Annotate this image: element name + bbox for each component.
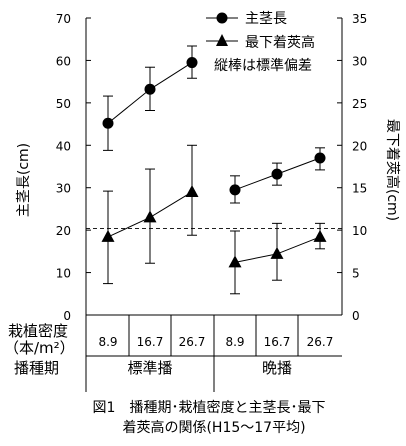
row-header-density: 栽植密度 bbox=[8, 322, 68, 340]
legend-note: 縦棒は標準偏差 bbox=[214, 58, 312, 74]
left-axis-tick-label: 10 bbox=[56, 267, 71, 281]
legend-triangle-marker bbox=[216, 34, 228, 46]
left-axis-tick-label: 60 bbox=[56, 54, 71, 68]
right-axis-tick-label: 0 bbox=[352, 309, 360, 323]
right-axis-tick-label: 20 bbox=[352, 139, 367, 153]
right-axis-tick-label: 5 bbox=[352, 267, 360, 281]
right-axis-tick-label: 25 bbox=[352, 97, 367, 111]
x-category-label: 8.9 bbox=[98, 335, 117, 349]
group-label-standard: 標準播 bbox=[127, 359, 172, 377]
figure-caption-line1: 図1 播種期･栽植密度と主茎長･最下 bbox=[93, 399, 326, 416]
right-axis-tick-label: 30 bbox=[352, 54, 367, 68]
left-axis-tick-label: 50 bbox=[56, 97, 71, 111]
row-header-period: 播種期 bbox=[14, 359, 59, 377]
row-header-density-unit: （本/m²） bbox=[4, 339, 75, 357]
right-axis-tick-label: 15 bbox=[352, 182, 367, 196]
legend-label-pod-height: 最下着莢高 bbox=[245, 34, 315, 51]
data-point-circle bbox=[102, 117, 114, 129]
data-point-circle bbox=[314, 152, 326, 164]
left-axis-tick-label: 20 bbox=[56, 224, 71, 238]
data-point-circle bbox=[144, 83, 156, 95]
data-point-triangle bbox=[143, 210, 157, 223]
left-axis-tick-label: 40 bbox=[56, 139, 71, 153]
ticks-layer: 0 10 20 30 40 50 60 70 0 5 10 15 20 25 30 35 8.9 16.7 26.7… bbox=[56, 12, 368, 349]
x-category-label: 8.9 bbox=[225, 335, 244, 349]
left-axis-tick-label: 0 bbox=[63, 309, 71, 323]
right-axis-tick-label: 10 bbox=[352, 224, 367, 238]
data-point-triangle bbox=[313, 229, 327, 242]
x-category-label: 16.7 bbox=[264, 335, 291, 349]
x-category-label: 26.7 bbox=[179, 335, 206, 349]
series-layer bbox=[101, 45, 327, 295]
data-point-circle bbox=[186, 57, 198, 69]
plot-frame bbox=[85, 18, 343, 392]
data-point-triangle bbox=[270, 246, 284, 259]
legend-circle-marker bbox=[216, 12, 228, 24]
figure-caption-line2: 着莢高の関係(H15～17平均) bbox=[122, 419, 305, 436]
right-axis-tick-label: 35 bbox=[352, 12, 367, 26]
group-label-late: 晩播 bbox=[262, 359, 292, 377]
data-point-triangle bbox=[185, 184, 199, 197]
right-axis-label: 最下着莢高(cm) bbox=[384, 119, 401, 221]
x-category-label: 16.7 bbox=[137, 335, 164, 349]
data-point-triangle bbox=[101, 229, 115, 242]
data-point-triangle bbox=[228, 255, 242, 268]
left-axis-label: 主茎長(cm) bbox=[16, 143, 32, 217]
legend-label-main-stem: 主茎長 bbox=[245, 11, 287, 27]
left-axis-tick-label: 70 bbox=[56, 12, 71, 26]
data-point-circle bbox=[229, 184, 241, 196]
x-category-label: 26.7 bbox=[307, 335, 334, 349]
data-point-circle bbox=[271, 168, 283, 180]
left-axis-tick-label: 30 bbox=[56, 182, 71, 196]
legend: 主茎長 最下着莢高 縦棒は標準偏差 bbox=[206, 11, 315, 74]
